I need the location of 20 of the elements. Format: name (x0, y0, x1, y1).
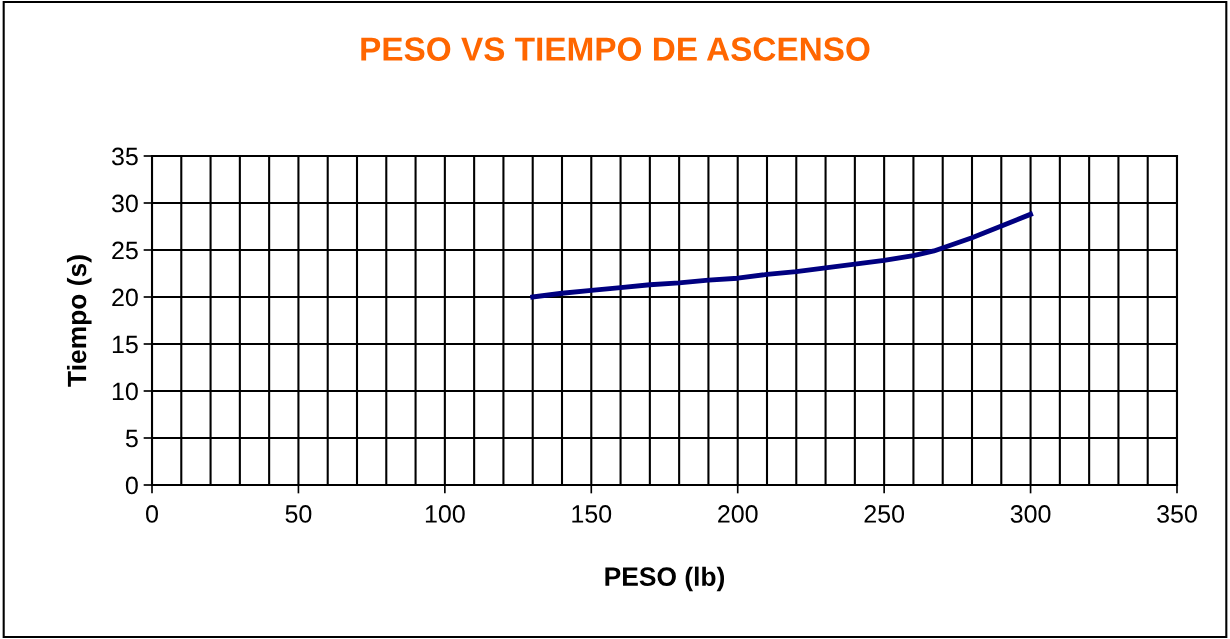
x-tick-label: 150 (572, 505, 612, 523)
x-tick-label: 50 (285, 505, 312, 523)
y-tick-label: 25 (112, 241, 138, 260)
y-tick-label: 5 (125, 429, 138, 448)
y-axis-title: Tiempo (s) (66, 255, 92, 387)
x-tick-label: 100 (425, 505, 465, 523)
y-tick-label: 30 (111, 194, 138, 213)
y-tick-label: 10 (112, 382, 138, 401)
x-tick-label: 200 (718, 505, 758, 523)
y-tick-label: 15 (112, 335, 138, 354)
x-tick-label: 300 (1010, 505, 1051, 523)
x-tick-label: 0 (146, 505, 158, 523)
line-series (530, 211, 1033, 300)
x-tick-label: 250 (864, 505, 905, 523)
x-tick-label: 350 (1157, 505, 1197, 523)
x-axis-title: PESO (lb) (605, 566, 725, 592)
y-tick-label: 35 (111, 147, 138, 166)
y-tick-label: 0 (125, 476, 138, 495)
chart-title: PESO VS TIEMPO DE ASCENSO (361, 37, 870, 61)
y-tick-label: 20 (112, 288, 138, 307)
